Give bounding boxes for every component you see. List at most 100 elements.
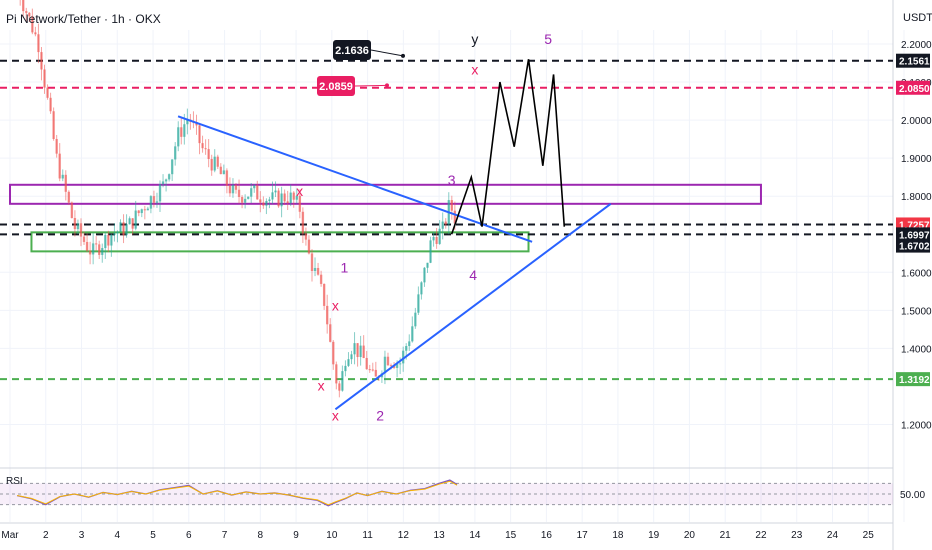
candle-body — [295, 195, 298, 200]
candle-body — [374, 369, 378, 377]
candle-body — [286, 201, 289, 203]
trendline — [334, 203, 612, 411]
candle-body — [301, 211, 305, 234]
candle-body — [25, 11, 28, 13]
candle-body — [174, 146, 177, 160]
wave-label: 3 — [448, 172, 456, 188]
candle-body — [46, 87, 49, 98]
candle-body — [444, 221, 447, 225]
zone-box — [30, 231, 530, 253]
candle-body — [43, 69, 46, 88]
candle-body — [414, 312, 417, 327]
candle-body — [368, 369, 371, 371]
candle-body — [389, 365, 393, 367]
x-tick-label: Mar — [1, 530, 19, 541]
candle-body — [398, 363, 402, 365]
candle-body — [55, 138, 58, 154]
x-tick-label: 13 — [434, 530, 446, 541]
candle-body — [73, 217, 77, 230]
y-tick-label: 1.6000 — [901, 268, 932, 279]
x-tick-label: 9 — [293, 530, 299, 541]
candle-body — [64, 174, 67, 192]
candle-body — [441, 221, 444, 229]
x-tick-label: 12 — [398, 530, 410, 541]
x-tick-label: 25 — [863, 530, 875, 541]
candle-body — [158, 184, 162, 202]
candle-body — [283, 193, 286, 202]
candle-body — [298, 195, 302, 212]
candle-body — [228, 185, 232, 194]
candle-body — [61, 174, 64, 179]
candle-body — [356, 343, 359, 358]
candle-body — [82, 236, 86, 242]
candle-body — [250, 188, 253, 197]
price-tag-label: 1.6997 — [899, 230, 930, 241]
x-tick-label: 4 — [114, 530, 120, 541]
candle-body — [341, 371, 344, 391]
candle-body — [119, 222, 122, 232]
price-tag — [896, 372, 930, 387]
callout-box — [333, 40, 371, 60]
candle-body — [122, 222, 125, 236]
candle-body — [170, 159, 174, 175]
candle-body — [347, 359, 350, 366]
x-tick-label: 23 — [791, 530, 803, 541]
candle-body — [289, 192, 292, 203]
candle-body — [237, 189, 241, 197]
candle-body — [225, 170, 229, 186]
candle-body — [155, 201, 159, 203]
candle-body — [316, 267, 320, 275]
x-tick-label: 21 — [720, 530, 732, 541]
candle-body — [128, 218, 131, 225]
candle-body — [104, 234, 107, 249]
quote-currency: USDT — [903, 12, 932, 24]
wave-label: 2 — [376, 408, 384, 424]
candle-body — [149, 196, 153, 209]
candle-body — [420, 282, 423, 295]
y-tick-label: 2.2000 — [901, 40, 932, 51]
candle-body — [91, 243, 95, 255]
x-tick-label: 8 — [258, 530, 264, 541]
price-tag — [896, 80, 930, 95]
rsi-level-label: 50.00 — [900, 490, 925, 501]
wave-label: x — [318, 377, 325, 393]
candle-body — [423, 267, 426, 283]
wave-label: 1 — [340, 259, 348, 275]
candle-body — [450, 200, 454, 211]
candle-body — [137, 210, 140, 214]
wave-label: y — [471, 31, 478, 47]
y-tick-label: 2.0000 — [901, 116, 932, 127]
candle-body — [70, 202, 74, 218]
x-tick-label: 15 — [505, 530, 517, 541]
candle-body — [435, 236, 438, 244]
candle-body — [98, 244, 101, 255]
candle-body — [313, 267, 317, 272]
candle-body — [125, 224, 128, 236]
candle-body — [335, 364, 338, 384]
candle-body — [256, 185, 259, 200]
candle-body — [322, 283, 326, 306]
candle-body — [319, 274, 323, 284]
price-tag-label: 2.0850 — [899, 84, 930, 95]
candle-body — [246, 196, 250, 199]
x-tick-label: 5 — [150, 530, 156, 541]
candle-body — [259, 199, 262, 203]
y-tick-label: 1.5000 — [901, 306, 932, 317]
candle-body — [371, 369, 374, 371]
candle-body — [49, 97, 52, 112]
x-tick-label: 16 — [541, 530, 553, 541]
candle-body — [79, 223, 83, 237]
zone-box — [9, 183, 762, 205]
candle-body — [222, 170, 226, 175]
x-tick-label: 11 — [362, 530, 373, 541]
candle-body — [40, 52, 43, 70]
candle-body — [353, 343, 356, 355]
candle-body — [94, 243, 98, 245]
candle-body — [177, 127, 180, 147]
candle-body — [383, 356, 387, 374]
wave-label: x — [471, 61, 478, 77]
candle-body — [146, 208, 150, 211]
candle-body — [411, 326, 414, 342]
wave-label: x — [332, 408, 339, 424]
